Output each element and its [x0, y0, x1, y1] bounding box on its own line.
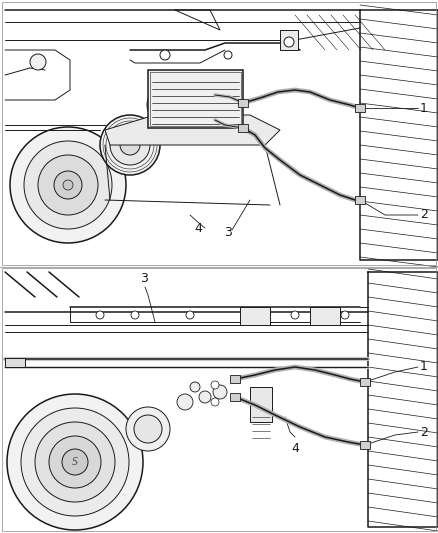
Circle shape [131, 311, 139, 319]
Circle shape [154, 94, 176, 116]
Circle shape [24, 141, 112, 229]
Bar [238, 124, 248, 132]
Text: 2: 2 [420, 425, 428, 439]
Bar [2, 2, 436, 265]
Circle shape [35, 422, 115, 502]
Circle shape [177, 394, 193, 410]
Circle shape [54, 171, 82, 199]
Bar [310, 307, 340, 325]
Bar [230, 393, 240, 401]
Circle shape [134, 415, 162, 443]
Circle shape [38, 155, 98, 215]
Circle shape [186, 311, 194, 319]
Circle shape [120, 135, 140, 155]
Bar [2, 268, 436, 531]
Circle shape [126, 407, 170, 451]
Circle shape [7, 394, 143, 530]
Circle shape [63, 180, 73, 190]
Text: 2: 2 [420, 208, 428, 222]
Circle shape [62, 449, 88, 475]
Circle shape [341, 311, 349, 319]
Circle shape [100, 115, 160, 175]
Bar [360, 441, 370, 449]
Bar [0, 267, 438, 533]
Bar [0, 0, 438, 267]
Polygon shape [105, 115, 280, 145]
Circle shape [147, 87, 183, 123]
Text: S: S [72, 457, 78, 467]
Circle shape [160, 50, 170, 60]
Circle shape [190, 382, 200, 392]
Text: 1: 1 [420, 101, 428, 115]
Circle shape [241, 311, 249, 319]
Bar [148, 70, 243, 128]
Circle shape [211, 381, 219, 389]
Text: 1: 1 [420, 360, 428, 374]
Text: 4: 4 [291, 442, 299, 455]
Bar [280, 30, 298, 50]
Bar [238, 99, 248, 107]
Text: 4: 4 [194, 222, 202, 235]
Bar [230, 375, 240, 383]
Text: 3: 3 [140, 272, 148, 285]
Circle shape [96, 311, 104, 319]
Bar [355, 196, 365, 204]
Circle shape [213, 385, 227, 399]
Circle shape [291, 311, 299, 319]
Circle shape [110, 125, 150, 165]
Text: 3: 3 [224, 227, 232, 239]
Bar [250, 387, 272, 422]
Circle shape [10, 127, 126, 243]
Circle shape [30, 54, 46, 70]
Circle shape [199, 391, 211, 403]
Circle shape [284, 37, 294, 47]
Bar [355, 104, 365, 112]
Bar [5, 358, 25, 367]
Circle shape [224, 51, 232, 59]
Circle shape [21, 408, 129, 516]
Bar [150, 72, 241, 126]
Bar [360, 378, 370, 386]
Bar [240, 307, 270, 325]
Circle shape [49, 436, 101, 488]
Circle shape [211, 398, 219, 406]
